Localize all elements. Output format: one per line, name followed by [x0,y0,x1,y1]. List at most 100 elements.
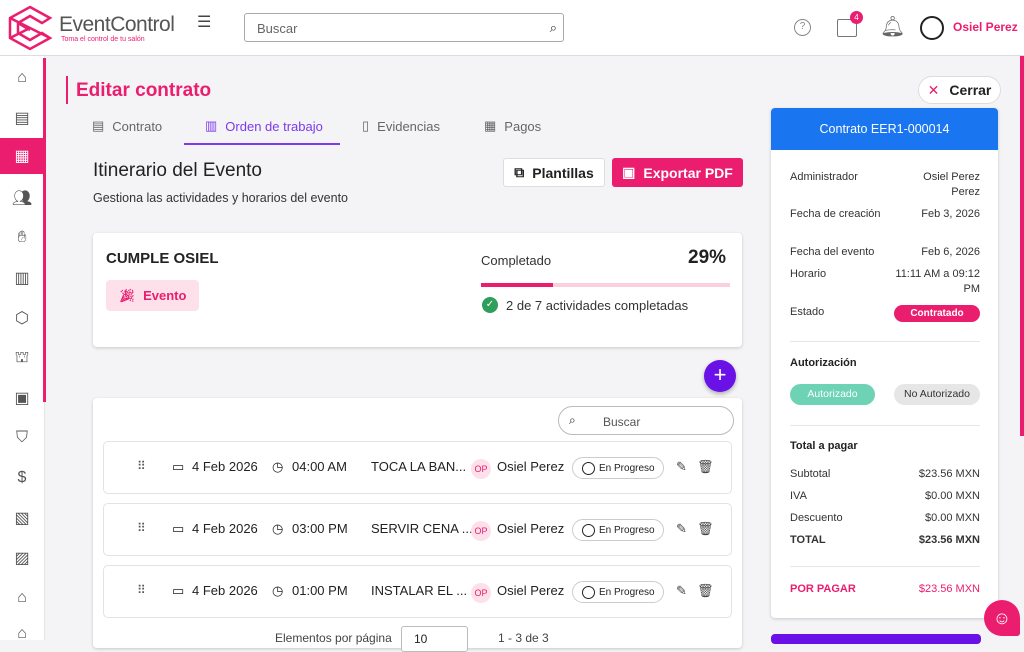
templates-button[interactable]: ⧉ Plantillas [503,158,605,187]
total-row: IVA $0.00 MXN [790,490,980,502]
activity-date: 4 Feb 2026 [192,459,258,474]
event-type-chip: 🎉︎ Evento [106,280,199,311]
sidebar-item-basket[interactable]: ⛉ [15,429,28,446]
assignee-avatar: OP [471,521,491,541]
sidebar-item-building[interactable]: ▥ [14,270,30,287]
delete-icon[interactable]: 🗑︎ [697,521,714,536]
sidebar-item-cash[interactable]: ▨ [14,550,30,567]
sidebar-item-store[interactable]: ▧ [14,510,30,527]
total-label: TOTAL [790,534,826,546]
search-placeholder: Buscar [603,415,641,429]
activity-search-input[interactable]: ⌕ Buscar [558,406,734,435]
activity-row[interactable]: ⠿ ▭ 4 Feb 2026 ◷ 04:00 AM TOCA LA BAN...… [103,441,732,494]
calendar-icon: ▭ [172,459,185,474]
activity-date: 4 Feb 2026 [192,521,258,536]
drag-handle-icon[interactable]: ⠿ [137,521,146,535]
contract-field: Fecha de creación Feb 3, 2026 [790,207,980,222]
sidebar-item-handshake[interactable]: ✋︎ [17,229,27,246]
brand-name: EventControl [59,13,175,36]
close-button[interactable]: ✕ Cerrar [918,76,1001,104]
total-label: Descuento [790,512,843,524]
search-input[interactable]: Buscar ⌕ [244,13,564,42]
file-icon: ▯ [362,118,370,133]
sidebar-item-furniture[interactable]: ▣ [14,390,30,407]
sidebar-item-bank[interactable]: ⌂ [17,589,27,606]
sidebar-item-money[interactable]: $ [17,469,27,486]
tab-pagos[interactable]: ▦ Pagos [484,118,541,134]
event-type-label: Evento [143,288,187,303]
drag-handle-icon[interactable]: ⠿ [137,583,146,597]
support-chat-icon[interactable]: ☺ [984,600,1020,636]
sidebar-scrollbar[interactable] [43,58,46,402]
close-icon: ✕ [927,81,940,98]
total-label: IVA [790,490,807,502]
tab-evidencias[interactable]: ▯ Evidencias [362,118,440,134]
field-value: Osiel Perez Perez [923,171,980,198]
status-toggle[interactable]: En Progreso [572,457,664,479]
itinerary-title: Itinerario del Evento [93,160,262,181]
activity-row[interactable]: ⠿ ▭ 4 Feb 2026 ◷ 03:00 PM SERVIR CENA ..… [103,503,732,556]
payments-icon: ▦ [484,118,497,133]
sidebar-item-home[interactable]: ⌂ [17,69,27,86]
sidebar-item-box[interactable]: ⬡ [15,310,29,327]
edit-icon[interactable]: ✎ [676,459,687,474]
user-avatar-icon[interactable] [920,16,944,40]
title-accent [66,76,68,104]
tab-label: Evidencias [377,118,441,134]
total-value: $0.00 MXN [924,490,980,502]
page-scrollbar[interactable] [1020,56,1024,436]
menu-toggle-icon[interactable]: ☰ [197,14,212,31]
progress-percent: 29% [688,247,727,268]
authorized-toggle[interactable]: Autorizado [790,384,875,405]
calendar-icon[interactable] [837,19,857,37]
clock-icon: ◷ [272,583,284,598]
activity-time: 03:00 PM [292,521,348,536]
status-toggle[interactable]: En Progreso [572,581,664,603]
tab-orden-de-trabajo[interactable]: ▥ Orden de trabajo [205,118,323,134]
tab-contrato[interactable]: ▤ Contrato [92,118,162,134]
delete-icon[interactable]: 🗑︎ [697,583,714,598]
field-value: Feb 6, 2026 [921,246,980,258]
delete-icon[interactable]: 🗑︎ [697,459,714,474]
sidebar-item-venue[interactable]: ⌂ [17,625,27,642]
per-page-value: 10 [414,632,428,646]
divider [790,341,980,342]
clock-icon: ◷ [272,521,284,536]
export-label: Exportar PDF [643,164,733,181]
notification-bell-icon[interactable]: 🔔︎ [880,16,906,38]
search-icon: ⌕ [569,413,576,427]
search-icon: ⌕ [549,20,557,35]
per-page-select[interactable]: 10 [401,626,468,652]
calendar-badge: 4 [850,11,863,24]
sidebar-item-contracts[interactable]: ▦ [0,138,44,174]
clipboard-icon: ▥ [205,118,218,133]
help-icon[interactable]: ? [794,19,811,36]
sidebar-item-documents[interactable]: ▤ [14,110,30,127]
calendar-icon: ▭ [172,521,185,536]
sidebar-item-cake[interactable]: ⛫ [14,349,30,366]
activity-assignee: Osiel Perez [497,583,565,598]
edit-icon[interactable]: ✎ [676,521,687,536]
action-button[interactable] [771,634,981,644]
export-pdf-button[interactable]: ▣ Exportar PDF [612,158,743,187]
sidebar-item-users[interactable]: 👥︎ [11,190,33,207]
assignee-avatar: OP [471,583,491,603]
edit-icon[interactable]: ✎ [676,583,687,598]
copy-icon: ⧉ [514,164,525,180]
contract-icon: ▤ [92,118,105,133]
search-placeholder: Buscar [257,21,298,36]
user-name[interactable]: Osiel Perez [953,20,1018,34]
activity-row[interactable]: ⠿ ▭ 4 Feb 2026 ◷ 01:00 PM INSTALAR EL ..… [103,565,732,618]
not-authorized-toggle[interactable]: No Autorizado [894,384,980,405]
progress-bar [481,283,730,287]
top-header: EventControl Toma el control de tu salón… [0,0,1024,56]
tab-label: Contrato [112,118,163,134]
divider [790,566,980,567]
status-toggle[interactable]: En Progreso [572,519,664,541]
field-label: Estado [790,306,825,318]
add-activity-button[interactable]: + [704,360,736,392]
field-value: Feb 3, 2026 [921,208,980,220]
drag-handle-icon[interactable]: ⠿ [137,459,146,473]
total-value: $23.56 MXN [918,534,980,546]
activity-title: INSTALAR EL ... [371,583,468,598]
